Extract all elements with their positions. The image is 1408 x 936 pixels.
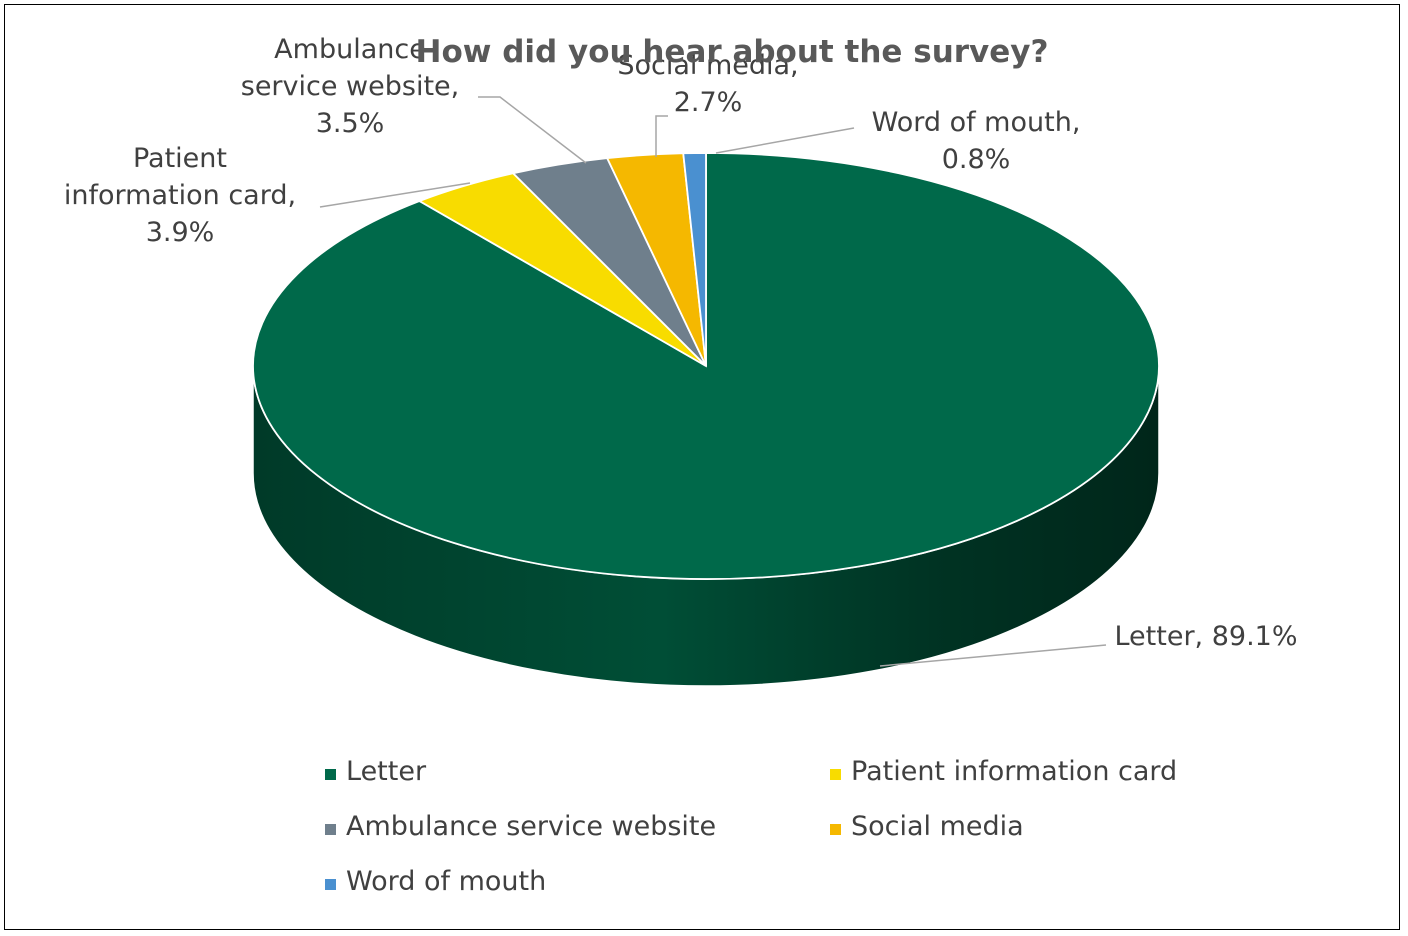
legend-label: Social media: [851, 811, 1024, 842]
leader-line-letter: [879, 644, 1107, 667]
legend-label: Patient information card: [851, 756, 1177, 787]
legend-swatch: [830, 769, 841, 780]
legend-swatch: [325, 769, 336, 780]
legend-item-word-of-mouth: Word of mouth: [325, 866, 546, 897]
legend-swatch: [325, 824, 336, 835]
legend: Letter Patient information card Ambulance …: [325, 756, 1177, 897]
leader-line-social-media: [655, 115, 668, 157]
pie-slice-word-of-mouth: [682, 152, 707, 367]
legend-item-social-media: Social media: [830, 811, 1024, 842]
data-label-letter: Letter, 89.1%: [1114, 621, 1297, 652]
legend-label: Letter: [346, 756, 427, 787]
data-label-social-media: Social media, 2.7%: [617, 50, 798, 118]
data-label-word-of-mouth: Word of mouth, 0.8%: [872, 107, 1081, 175]
data-label-patient-information-card: Patient information card, 3.9%: [64, 143, 296, 248]
legend-item-patient-information-card: Patient information card: [830, 756, 1177, 787]
legend-label: Word of mouth: [346, 866, 546, 897]
legend-item-ambulance-service-website: Ambulance service website: [325, 811, 716, 842]
data-label-ambulance-service-website: Ambulance service website, 3.5%: [241, 34, 459, 139]
legend-label: Ambulance service website: [346, 811, 716, 842]
chart-title: How did you hear about the survey?: [416, 34, 1049, 70]
legend-item-letter: Letter: [325, 756, 427, 787]
leader-line-word-of-mouth: [715, 127, 855, 154]
legend-swatch: [325, 879, 336, 890]
leader-line-ambulance-service-website: [478, 96, 587, 164]
legend-swatch: [830, 824, 841, 835]
leader-line-patient-information-card: [319, 182, 471, 208]
